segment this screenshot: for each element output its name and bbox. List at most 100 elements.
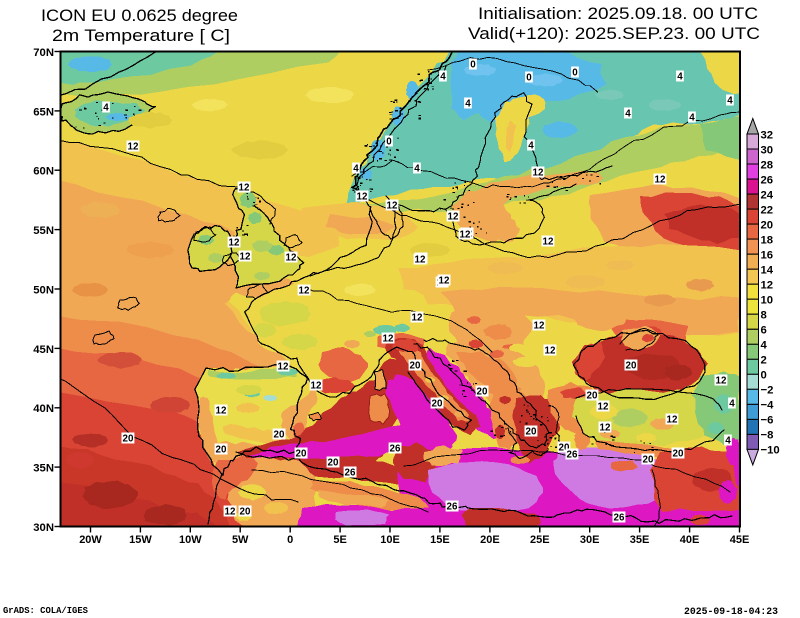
svg-text:20: 20 [587, 391, 598, 402]
svg-text:4: 4 [353, 164, 359, 175]
svg-text:55N: 55N [33, 225, 54, 237]
svg-text:20: 20 [216, 445, 227, 456]
svg-text:12: 12 [460, 230, 471, 241]
svg-text:12: 12 [412, 313, 423, 324]
svg-text:0: 0 [386, 137, 392, 148]
svg-text:20: 20 [673, 449, 684, 460]
svg-text:10W: 10W [179, 534, 202, 546]
svg-text:0: 0 [761, 370, 767, 382]
svg-text:26: 26 [447, 502, 458, 513]
svg-text:4: 4 [528, 141, 534, 152]
svg-text:12: 12 [600, 423, 611, 434]
svg-text:4: 4 [625, 109, 631, 120]
svg-text:0: 0 [572, 68, 578, 79]
svg-text:12: 12 [128, 142, 139, 153]
svg-text:−10: −10 [761, 445, 780, 457]
svg-text:12: 12 [286, 253, 297, 264]
svg-text:50N: 50N [33, 284, 54, 296]
svg-text:20: 20 [477, 387, 488, 398]
svg-text:26: 26 [567, 450, 578, 461]
svg-text:35N: 35N [33, 463, 54, 475]
svg-text:12: 12 [383, 334, 394, 345]
svg-text:12: 12 [545, 346, 556, 357]
svg-text:20W: 20W [79, 534, 102, 546]
svg-text:20: 20 [432, 399, 443, 410]
svg-text:GrADS: COLA/IGES: GrADS: COLA/IGES [3, 606, 89, 616]
svg-text:12: 12 [667, 415, 678, 426]
svg-text:15E: 15E [430, 534, 450, 546]
svg-text:30E: 30E [580, 534, 600, 546]
svg-text:4: 4 [677, 72, 683, 83]
svg-text:4: 4 [725, 436, 731, 447]
svg-text:4: 4 [103, 103, 109, 114]
svg-text:20: 20 [328, 458, 339, 469]
svg-text:12: 12 [216, 406, 227, 417]
svg-text:0: 0 [287, 534, 293, 546]
svg-text:12: 12 [415, 255, 426, 266]
svg-text:12: 12 [229, 238, 240, 249]
svg-text:4: 4 [729, 399, 735, 410]
svg-text:2025-09-18-04:23: 2025-09-18-04:23 [684, 607, 778, 618]
svg-text:26: 26 [390, 444, 401, 455]
svg-text:4: 4 [761, 340, 768, 352]
svg-text:Valid(+120): 2025.SEP.23. 00 U: Valid(+120): 2025.SEP.23. 00 UTC [468, 24, 760, 43]
svg-text:18: 18 [761, 234, 774, 246]
svg-text:12: 12 [534, 321, 545, 332]
svg-text:12: 12 [655, 175, 666, 186]
svg-text:4: 4 [414, 164, 420, 175]
svg-text:60N: 60N [33, 166, 54, 178]
svg-text:15W: 15W [129, 534, 152, 546]
svg-text:12: 12 [225, 507, 236, 518]
svg-text:5W: 5W [232, 534, 249, 546]
svg-text:30N: 30N [33, 522, 54, 534]
svg-text:70N: 70N [33, 47, 54, 59]
svg-text:20: 20 [240, 507, 251, 518]
svg-text:12: 12 [598, 402, 609, 413]
svg-text:12: 12 [387, 201, 398, 212]
svg-text:45E: 45E [730, 534, 750, 546]
svg-text:16: 16 [761, 250, 774, 262]
svg-text:8: 8 [761, 310, 767, 322]
svg-text:28: 28 [761, 159, 774, 171]
svg-text:ICON EU 0.0625 degree: ICON EU 0.0625 degree [41, 6, 238, 25]
svg-text:24: 24 [761, 189, 774, 201]
svg-text:40E: 40E [680, 534, 700, 546]
svg-text:12: 12 [299, 286, 310, 297]
svg-text:45N: 45N [33, 344, 54, 356]
svg-text:4: 4 [689, 113, 695, 124]
svg-text:26: 26 [761, 174, 774, 186]
svg-text:2: 2 [761, 355, 767, 367]
svg-text:12: 12 [533, 168, 544, 179]
svg-text:Initialisation: 2025.09.18. 00: Initialisation: 2025.09.18. 00 UTC [478, 4, 758, 23]
svg-text:12: 12 [240, 252, 251, 263]
svg-text:14: 14 [761, 265, 774, 277]
svg-text:26: 26 [345, 468, 356, 479]
svg-text:30: 30 [761, 144, 774, 156]
svg-text:20: 20 [643, 455, 654, 466]
svg-text:32: 32 [761, 129, 774, 141]
svg-text:12: 12 [448, 212, 459, 223]
svg-text:10: 10 [761, 295, 774, 307]
svg-text:12: 12 [278, 362, 289, 373]
svg-text:22: 22 [761, 204, 774, 216]
svg-text:12: 12 [543, 237, 554, 248]
svg-text:20: 20 [296, 449, 307, 460]
svg-text:12: 12 [716, 376, 727, 387]
svg-text:6: 6 [761, 325, 767, 337]
svg-text:5E: 5E [333, 534, 346, 546]
svg-text:20: 20 [410, 361, 421, 372]
svg-text:12: 12 [357, 192, 368, 203]
svg-text:−8: −8 [761, 430, 774, 442]
svg-text:12: 12 [311, 381, 322, 392]
svg-text:20E: 20E [480, 534, 500, 546]
svg-text:20: 20 [526, 427, 537, 438]
svg-text:25E: 25E [530, 534, 550, 546]
svg-text:4: 4 [440, 72, 446, 83]
svg-text:10E: 10E [380, 534, 400, 546]
svg-text:4: 4 [727, 96, 733, 107]
svg-text:4: 4 [465, 99, 471, 110]
svg-text:0: 0 [526, 73, 532, 84]
svg-text:65N: 65N [33, 106, 54, 118]
svg-text:12: 12 [439, 276, 450, 287]
svg-text:40N: 40N [33, 403, 54, 415]
